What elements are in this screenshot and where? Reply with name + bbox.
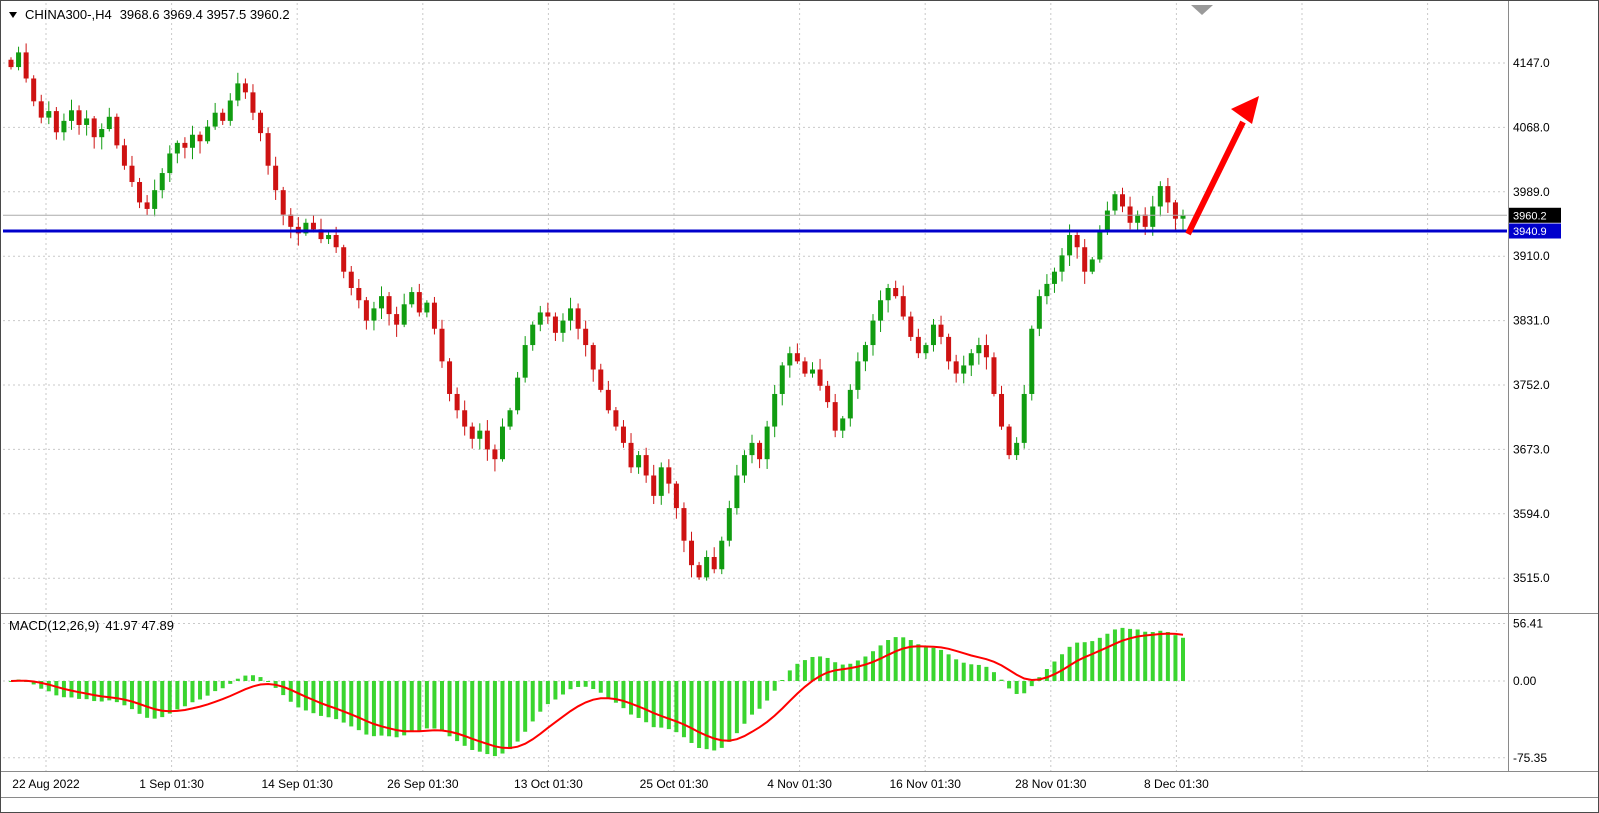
macd-signal-line [10,632,1184,750]
svg-text:4 Nov 01:30: 4 Nov 01:30 [767,777,832,791]
symbol-period-label: CHINA300-,H4 [25,7,112,22]
macd-name: MACD(12,26,9) [9,618,100,633]
svg-text:13 Oct 01:30: 13 Oct 01:30 [514,777,583,791]
hline-price-badge: 3940.9 [1509,223,1561,239]
svg-text:16 Nov 01:30: 16 Nov 01:30 [890,777,962,791]
svg-text:3515.0: 3515.0 [1513,571,1550,585]
svg-text:3989.0: 3989.0 [1513,185,1550,199]
macd-histogram-group [9,627,1185,757]
svg-text:25 Oct 01:30: 25 Oct 01:30 [640,777,709,791]
svg-text:56.41: 56.41 [1513,617,1543,631]
svg-text:-75.35: -75.35 [1513,751,1547,765]
svg-text:3960.2: 3960.2 [1513,210,1547,222]
svg-text:3831.0: 3831.0 [1513,314,1550,328]
chart-header: CHINA300-,H4 3968.6 3969.4 3957.5 3960.2 [9,7,290,22]
macd-values: 41.97 47.89 [105,618,174,633]
svg-text:22 Aug 2022: 22 Aug 2022 [12,777,80,791]
symbol-dropdown-icon[interactable] [9,11,17,18]
time-axis-group[interactable]: 22 Aug 2022 1 Sep 01:30 14 Sep 01:30 26 Sep… [12,777,1209,791]
svg-text:3752.0: 3752.0 [1513,378,1550,392]
svg-text:3940.9: 3940.9 [1513,226,1547,238]
svg-text:8 Dec 01:30: 8 Dec 01:30 [1144,777,1209,791]
grid-group [3,3,1507,771]
price-axis-group[interactable]: 4147.0 4068.0 3989.0 3910.0 3831.0 3752.0 3673… [1513,56,1550,765]
pane-separators [1,1,1598,798]
svg-text:4068.0: 4068.0 [1513,120,1550,134]
svg-text:26 Sep 01:30: 26 Sep 01:30 [387,777,459,791]
svg-text:28 Nov 01:30: 28 Nov 01:30 [1015,777,1087,791]
svg-text:4147.0: 4147.0 [1513,56,1550,70]
svg-text:14 Sep 01:30: 14 Sep 01:30 [261,777,333,791]
svg-text:3594.0: 3594.0 [1513,507,1550,521]
chart-shift-icon[interactable] [1191,5,1213,15]
svg-text:3673.0: 3673.0 [1513,442,1550,456]
candles-group [8,43,1186,581]
bullish-arrow[interactable] [1185,96,1259,236]
svg-text:1 Sep 01:30: 1 Sep 01:30 [139,777,204,791]
svg-text:0.00: 0.00 [1513,674,1537,688]
macd-indicator-label: MACD(12,26,9) 41.97 47.89 [9,618,180,633]
svg-text:3910.0: 3910.0 [1513,249,1550,263]
current-price-badge: 3960.2 [1509,207,1561,223]
ohlc-values: 3968.6 3969.4 3957.5 3960.2 [119,7,290,22]
